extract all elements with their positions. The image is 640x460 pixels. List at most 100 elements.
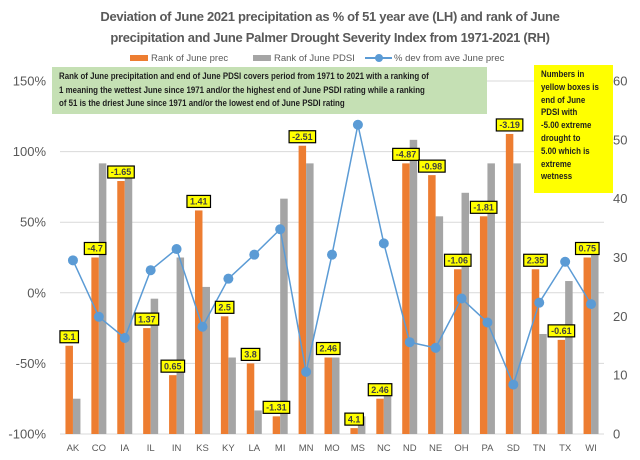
x-tick-label: WI (585, 443, 597, 454)
pdsi-label-box (186, 194, 212, 209)
pdsi-label-oh: -1.06 (443, 253, 472, 267)
y-tick-label: 50% (20, 215, 46, 230)
legend-label: Rank of June prec (151, 52, 229, 64)
x-tick-label: CO (92, 443, 106, 454)
pdsi-label-tn: 2.35 (523, 253, 548, 267)
note-line: -5.00 extreme (541, 120, 592, 132)
legend-item-rank-june-pdsi[interactable]: Rank of June PDSI (253, 51, 355, 65)
y-tick-label: -100% (8, 427, 46, 442)
pdsi-label-text: 0.75 (579, 244, 597, 254)
x-tick-label: MO (324, 443, 339, 454)
pct-dev-marker-nc (378, 238, 389, 249)
x-tick-label: KY (222, 443, 235, 454)
bar-rank-prec-mi (272, 416, 281, 434)
bar-rank-pdsi-la (254, 410, 262, 434)
x-tick-label: TX (559, 443, 572, 454)
pct-dev-marker-mo (327, 249, 337, 260)
x-tick-label: NC (377, 443, 391, 454)
pct-dev-marker-pa (482, 317, 493, 328)
bar-rank-pdsi-pa (487, 163, 495, 434)
x-tick-label: MS (351, 443, 365, 454)
bar-rank-prec-tx (557, 339, 566, 434)
pdsi-label-ak: 3.1 (59, 330, 80, 344)
bar-rank-pdsi-wi (591, 251, 599, 434)
pct-dev-marker-tx (560, 256, 571, 267)
bar-rank-prec-co (91, 257, 99, 434)
pdsi-label-la: 3.8 (240, 347, 261, 361)
pdsi-label-box (392, 147, 420, 161)
bar-rank-prec-wi (583, 257, 592, 434)
pdsi-label-text: -1.65 (111, 167, 132, 177)
bar-rank-prec-ne (428, 175, 436, 434)
pdsi-label-text: -2.51 (292, 132, 313, 142)
pdsi-label-pa: -1.81 (469, 200, 498, 214)
bar-rank-prec-mo (324, 357, 332, 434)
y2-tick-label: 10 (613, 368, 627, 383)
legend-label: % dev from ave June prec (394, 52, 505, 64)
bar-rank-prec-ks (194, 210, 203, 434)
pdsi-label-mo: 2.46 (315, 341, 341, 356)
pdsi-label-box (418, 159, 446, 173)
legend-item-pct-dev[interactable]: % dev from ave June prec (365, 51, 504, 65)
y2-tick-label: 0 (613, 427, 620, 442)
bar-rank-prec-nc (376, 398, 384, 434)
bar-rank-pdsi-tn (539, 333, 547, 434)
y2-tick-label: 60 (613, 74, 627, 89)
pdsi-label-box (262, 400, 291, 414)
pdsi-label-text: -1.81 (473, 203, 494, 213)
bar-rank-pdsi-sd (513, 163, 521, 434)
pct-dev-marker-il (145, 265, 156, 276)
pdsi-label-box (59, 330, 80, 344)
legend-swatch-gray (253, 55, 271, 61)
bar-rank-pdsi-ak (72, 398, 81, 434)
note-line: drought to (541, 132, 581, 144)
pdsi-label-text: 0.65 (164, 361, 182, 371)
y2-tick-label: 30 (613, 250, 627, 265)
pdsi-label-co: -4.7 (83, 241, 107, 256)
pct-dev-marker-tn (534, 297, 545, 308)
bar-rank-prec-ia (117, 181, 125, 434)
note-line: wetness (541, 171, 573, 183)
x-tick-label: MN (299, 443, 314, 454)
pdsi-label-box (288, 130, 317, 144)
pdsi-label-text: -0.61 (551, 326, 572, 336)
pdsi-label-text: 3.1 (63, 332, 76, 342)
note-line: of 51 is the driest June since 1971 and/… (59, 98, 345, 109)
x-tick-label: MI (275, 443, 286, 454)
pdsi-label-tx: -0.61 (547, 324, 576, 338)
y-tick-label: 0% (27, 285, 46, 300)
pdsi-label-wi: 0.75 (574, 241, 600, 256)
pdsi-label-ms: 4.1 (344, 412, 365, 426)
pdsi-label-box (83, 241, 107, 256)
pdsi-label-text: 1.37 (138, 314, 156, 324)
y-axis-right: 0 10 20 30 40 50 60 (613, 74, 627, 442)
pdsi-label-box (134, 312, 160, 326)
bar-rank-prec-tn (531, 269, 540, 434)
bar-rank-pdsi-nc (383, 392, 392, 434)
pct-dev-marker-ne (430, 342, 441, 353)
bar-rank-pdsi-ne (435, 216, 444, 434)
y-tick-label: -50% (16, 356, 47, 371)
series-pct-dev-june-prec (67, 119, 597, 390)
legend-item-rank-june-prec[interactable]: Rank of June prec (130, 51, 228, 65)
pdsi-label-text: -0.98 (422, 161, 443, 171)
pdsi-label-box (315, 341, 341, 356)
series-rank-june-pdsi (72, 139, 599, 435)
pdsi-label-box (367, 383, 393, 397)
pdsi-label-nd: -4.87 (392, 147, 420, 161)
bar-rank-pdsi-oh (461, 192, 470, 434)
pdsi-label-box (107, 165, 135, 179)
x-tick-label: AK (67, 443, 80, 454)
note-line: end of June (541, 94, 586, 106)
legend-swatch-orange (130, 55, 148, 61)
pdsi-label-il: 1.37 (134, 312, 160, 326)
bar-rank-pdsi-mi (280, 198, 288, 434)
y2-tick-label: 40 (613, 191, 627, 206)
note-line: Numbers in (541, 69, 585, 80)
note-line: extreme (541, 158, 572, 170)
pct-dev-marker-ia (119, 332, 130, 343)
pdsi-label-nc: 2.46 (367, 383, 393, 397)
x-tick-label: SD (507, 443, 520, 454)
x-tick-label: NE (429, 443, 442, 454)
bar-rank-prec-la (246, 363, 255, 434)
